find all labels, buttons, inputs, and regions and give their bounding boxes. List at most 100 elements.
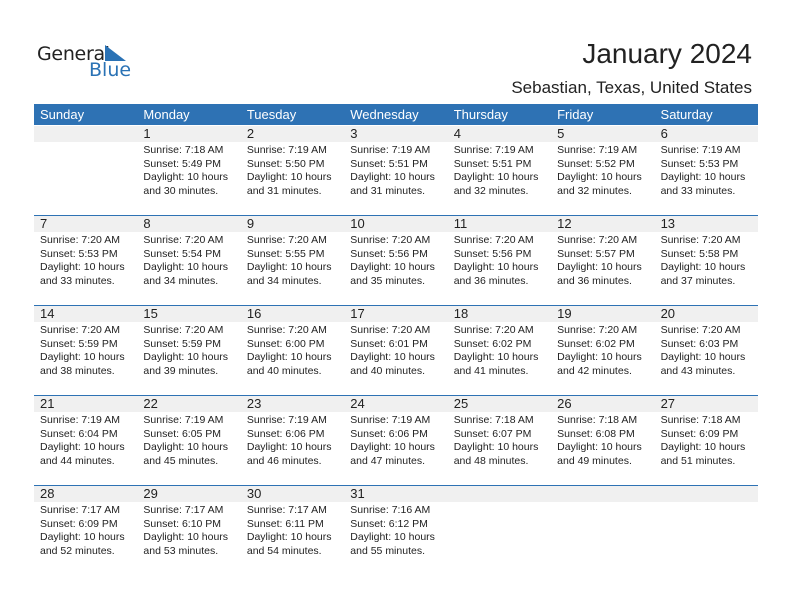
sunrise-text: Sunrise: 7:18 AM — [660, 414, 741, 426]
day-cell: 9 Sunrise: 7:20 AM Sunset: 5:55 PM Daylight… — [241, 216, 344, 306]
sunrise-text: Sunrise: 7:20 AM — [453, 234, 534, 246]
daylight1-text: Daylight: 10 hours — [143, 441, 229, 453]
day-number: 25 — [453, 396, 469, 411]
week-row: 21 Sunrise: 7:19 AM Sunset: 6:04 PM Dayligh… — [34, 395, 758, 486]
daylight1-text: Daylight: 10 hours — [557, 171, 642, 183]
sunset-text: Sunset: 6:04 PM — [40, 427, 118, 440]
day-number: 10 — [350, 216, 365, 231]
daylight2-text: and 34 minutes. — [143, 274, 219, 287]
daylight1-text: Daylight: 10 hours — [40, 261, 125, 273]
daylight1-text: Daylight: 10 hours — [40, 531, 125, 543]
day-number: 8 — [143, 216, 151, 231]
day-number: 20 — [660, 306, 676, 321]
daylight2-text: and 32 minutes. — [557, 184, 632, 197]
day-number: 19 — [557, 306, 572, 321]
day-cell: 4 Sunrise: 7:19 AM Sunset: 5:51 PM Daylight… — [448, 126, 551, 216]
date-band — [34, 306, 758, 322]
sunset-text: Sunset: 5:49 PM — [143, 157, 222, 170]
day-number: 27 — [660, 396, 676, 411]
day-number: 30 — [246, 486, 262, 501]
week-row: 7 Sunrise: 7:20 AM Sunset: 5:53 PM Daylight… — [34, 215, 758, 306]
sunrise-text: Sunrise: 7:20 AM — [143, 324, 224, 336]
sunrise-text: Sunrise: 7:20 AM — [557, 234, 638, 246]
daylight1-text: Daylight: 10 hours — [453, 171, 539, 183]
daylight2-text: and 48 minutes. — [453, 454, 529, 467]
day-cell: 11 Sunrise: 7:20 AM Sunset: 5:56 PM Dayligh… — [448, 216, 551, 306]
weekday-friday: Friday — [557, 107, 594, 122]
daylight2-text: and 37 minutes. — [660, 274, 736, 287]
daylight2-text: and 55 minutes. — [350, 544, 425, 557]
daylight2-text: and 30 minutes. — [143, 184, 219, 197]
week-row: 14 Sunrise: 7:20 AM Sunset: 5:59 PM Dayligh… — [34, 305, 758, 396]
sunrise-text: Sunrise: 7:20 AM — [246, 324, 327, 336]
daylight2-text: and 46 minutes. — [246, 454, 322, 467]
day-number: 5 — [557, 126, 565, 141]
sunrise-text: Sunrise: 7:19 AM — [453, 144, 534, 156]
sunrise-text: Sunrise: 7:19 AM — [660, 144, 741, 156]
sunrise-text: Sunrise: 7:17 AM — [40, 504, 120, 516]
day-cell: 13 Sunrise: 7:20 AM Sunset: 5:58 PM Dayligh… — [655, 216, 758, 306]
day-number: 4 — [453, 126, 461, 141]
day-cell: 2 Sunrise: 7:19 AM Sunset: 5:50 PM Daylight… — [241, 126, 344, 216]
sunrise-text: Sunrise: 7:19 AM — [143, 414, 224, 426]
day-cell: 6 Sunrise: 7:19 AM Sunset: 5:53 PM Daylight… — [655, 126, 758, 216]
daylight2-text: and 36 minutes. — [557, 274, 632, 287]
weekday-saturday: Saturday — [660, 107, 713, 122]
sunset-text: Sunset: 6:02 PM — [557, 337, 635, 350]
day-number: 28 — [40, 486, 55, 501]
sunrise-text: Sunrise: 7:20 AM — [40, 234, 120, 246]
daylight2-text: and 44 minutes. — [40, 454, 115, 467]
day-cell: 23 Sunrise: 7:19 AM Sunset: 6:06 PM Dayligh… — [241, 396, 344, 486]
sunrise-text: Sunrise: 7:19 AM — [40, 414, 120, 426]
day-number: 17 — [350, 306, 365, 321]
sunset-text: Sunset: 5:50 PM — [246, 157, 325, 170]
daylight2-text: and 38 minutes. — [40, 364, 115, 377]
day-cell: 30 Sunrise: 7:17 AM Sunset: 6:11 PM Dayligh… — [241, 486, 344, 576]
sunrise-text: Sunrise: 7:20 AM — [350, 234, 431, 246]
sunset-text: Sunset: 5:53 PM — [40, 247, 118, 260]
sunset-text: Sunset: 6:12 PM — [350, 517, 428, 530]
sunset-text: Sunset: 5:56 PM — [453, 247, 532, 260]
day-cell: 12 Sunrise: 7:20 AM Sunset: 5:57 PM Dayligh… — [551, 216, 654, 306]
day-cell: 1 Sunrise: 7:18 AM Sunset: 5:49 PM Daylight… — [137, 126, 240, 216]
sunset-text: Sunset: 6:05 PM — [143, 427, 222, 440]
day-cell: 17 Sunrise: 7:20 AM Sunset: 6:01 PM Dayligh… — [344, 306, 447, 396]
weekday-wednesday: Wednesday — [350, 107, 419, 122]
sunset-text: Sunset: 6:08 PM — [557, 427, 635, 440]
weekday-tuesday: Tuesday — [246, 107, 297, 122]
day-number: 6 — [660, 126, 668, 141]
sunset-text: Sunset: 5:51 PM — [453, 157, 532, 170]
daylight1-text: Daylight: 10 hours — [660, 261, 746, 273]
daylight1-text: Daylight: 10 hours — [350, 171, 435, 183]
sunset-text: Sunset: 6:09 PM — [40, 517, 118, 530]
day-cell: 5 Sunrise: 7:19 AM Sunset: 5:52 PM Daylight… — [551, 126, 654, 216]
day-number: 2 — [246, 126, 255, 141]
sunrise-text: Sunrise: 7:19 AM — [557, 144, 638, 156]
sunrise-text: Sunrise: 7:20 AM — [246, 234, 327, 246]
day-cell: 10 Sunrise: 7:20 AM Sunset: 5:56 PM Dayligh… — [344, 216, 447, 306]
daylight1-text: Daylight: 10 hours — [350, 351, 435, 363]
sunset-text: Sunset: 5:51 PM — [350, 157, 428, 170]
daylight2-text: and 36 minutes. — [453, 274, 529, 287]
daylight1-text: Daylight: 10 hours — [40, 441, 125, 453]
sunrise-text: Sunrise: 7:16 AM — [350, 504, 431, 516]
day-number: 31 — [350, 486, 365, 501]
sunset-text: Sunset: 5:54 PM — [143, 247, 222, 260]
day-cell: 19 Sunrise: 7:20 AM Sunset: 6:02 PM Dayligh… — [551, 306, 654, 396]
day-number: 13 — [660, 216, 676, 231]
daylight2-text: and 35 minutes. — [350, 274, 425, 287]
daylight1-text: Daylight: 10 hours — [143, 171, 229, 183]
week-row: 28 Sunrise: 7:17 AM Sunset: 6:09 PM Dayligh… — [34, 485, 758, 576]
weekday-thursday: Thursday — [453, 107, 508, 122]
logo-text-general: General — [37, 43, 110, 65]
daylight1-text: Daylight: 10 hours — [40, 351, 125, 363]
date-band — [34, 126, 758, 142]
day-number: 9 — [246, 216, 255, 231]
sunset-text: Sunset: 5:59 PM — [143, 337, 222, 350]
day-number: 15 — [143, 306, 158, 321]
sunrise-text: Sunrise: 7:18 AM — [557, 414, 638, 426]
day-number: 7 — [40, 216, 48, 231]
day-cell: 28 Sunrise: 7:17 AM Sunset: 6:09 PM Dayligh… — [34, 486, 137, 576]
daylight2-text: and 52 minutes. — [40, 544, 115, 557]
